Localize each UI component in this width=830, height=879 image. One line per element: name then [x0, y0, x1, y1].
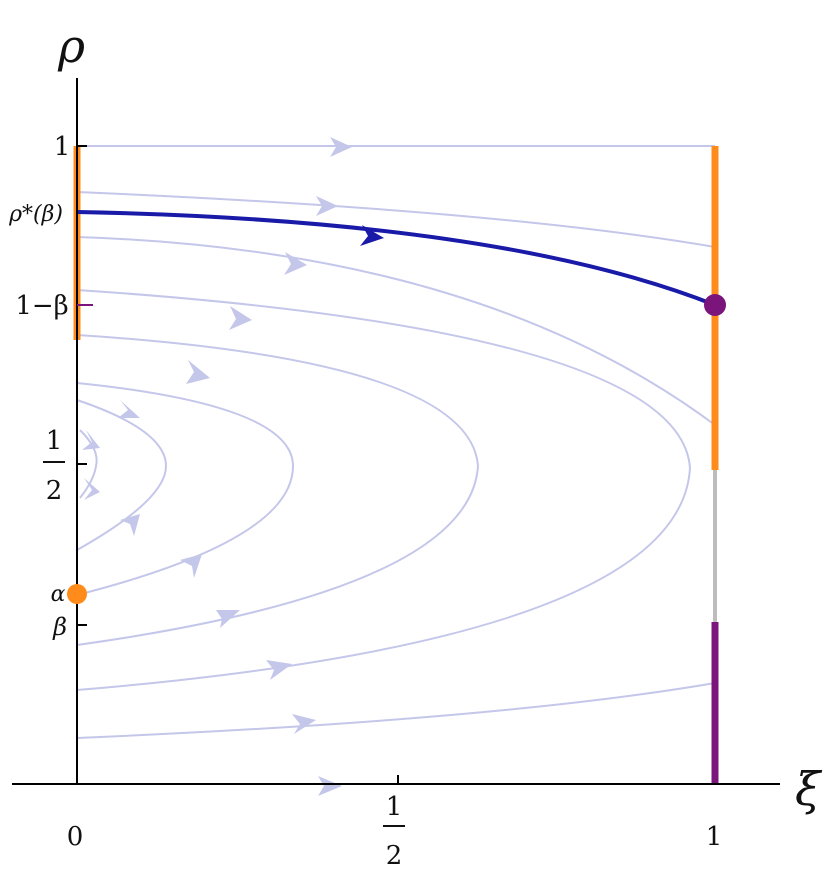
flow-line-6 — [76, 382, 295, 596]
flow-arrow-7 — [82, 430, 100, 450]
y-tick-label-rho-star: ρ*(β) — [8, 202, 63, 227]
flow-arrow-9 — [120, 514, 140, 536]
flow-arrow-4 — [229, 306, 252, 330]
flow-arrow-11 — [216, 610, 240, 628]
flow-arrow-6 — [118, 400, 140, 418]
y-tick-label-one-minus-beta: 1−β — [15, 291, 68, 321]
x-tick-label-zero: 0 — [67, 822, 84, 852]
x-tick-label-half-numerator: 1 — [386, 792, 403, 822]
flow-line-7 — [76, 399, 168, 551]
flow-arrows — [82, 137, 352, 796]
flow-arrow-3 — [284, 252, 307, 275]
y-tick-label-alpha: α — [51, 582, 66, 607]
flow-arrow-13 — [292, 714, 316, 734]
flow-arrow-8 — [84, 478, 100, 500]
flow-line-2 — [76, 191, 716, 248]
flow-arrow-2 — [316, 196, 338, 216]
flow-line-5 — [76, 334, 480, 646]
flow-arrow-10 — [180, 554, 202, 578]
flow-line-4 — [76, 289, 692, 691]
flow-arrow-12 — [266, 660, 292, 680]
x-tick-label-half-denominator: 2 — [386, 841, 403, 871]
alpha-point — [67, 584, 87, 604]
flow-arrow-1 — [330, 137, 352, 157]
flow-lines — [76, 145, 716, 739]
highlighted-trajectory — [76, 210, 716, 307]
y-tick-label-half-denominator: 2 — [46, 476, 63, 506]
x-tick-label-one: 1 — [706, 822, 723, 852]
y-tick-label-one: 1 — [54, 132, 71, 162]
flow-line-3 — [76, 236, 716, 426]
flow-arrow-14 — [318, 776, 342, 796]
flow-line-9 — [76, 682, 716, 739]
flow-line-8 — [79, 429, 98, 499]
y-tick-label-beta: β — [52, 613, 67, 641]
flow-arrow-5 — [186, 360, 210, 384]
endpoint-marker — [704, 294, 726, 316]
x-axis-label: ξ — [795, 762, 823, 816]
y-tick-label-half-numerator: 1 — [46, 426, 63, 456]
y-axis-label: ρ — [57, 19, 85, 73]
highlighted-arrow — [360, 225, 384, 246]
